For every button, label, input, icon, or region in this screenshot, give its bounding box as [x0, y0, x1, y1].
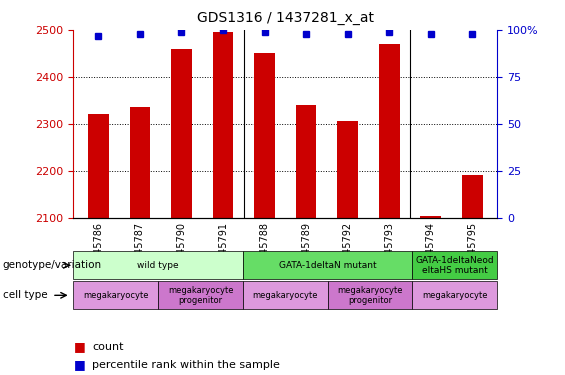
- Text: megakaryocyte: megakaryocyte: [83, 291, 149, 300]
- Text: percentile rank within the sample: percentile rank within the sample: [92, 360, 280, 369]
- Bar: [379, 44, 399, 218]
- Text: count: count: [92, 342, 124, 352]
- Title: GDS1316 / 1437281_x_at: GDS1316 / 1437281_x_at: [197, 11, 374, 25]
- Text: ■: ■: [73, 358, 85, 371]
- Bar: [337, 122, 358, 218]
- Text: megakaryocyte: megakaryocyte: [422, 291, 488, 300]
- Text: wild type: wild type: [137, 261, 179, 270]
- Text: GATA-1deltaNeod
eltaHS mutant: GATA-1deltaNeod eltaHS mutant: [415, 256, 494, 275]
- Bar: [212, 32, 233, 218]
- Bar: [88, 114, 108, 218]
- Bar: [129, 107, 150, 218]
- Bar: [295, 105, 316, 218]
- Bar: [171, 49, 192, 217]
- Text: ■: ■: [73, 340, 85, 353]
- Text: megakaryocyte
progenitor: megakaryocyte progenitor: [168, 286, 233, 305]
- Bar: [420, 216, 441, 217]
- Text: cell type: cell type: [3, 290, 47, 300]
- Text: megakaryocyte: megakaryocyte: [253, 291, 318, 300]
- Text: genotype/variation: genotype/variation: [3, 260, 102, 270]
- Text: megakaryocyte
progenitor: megakaryocyte progenitor: [337, 286, 403, 305]
- Text: GATA-1deltaN mutant: GATA-1deltaN mutant: [279, 261, 376, 270]
- Bar: [462, 176, 483, 217]
- Bar: [254, 54, 275, 217]
